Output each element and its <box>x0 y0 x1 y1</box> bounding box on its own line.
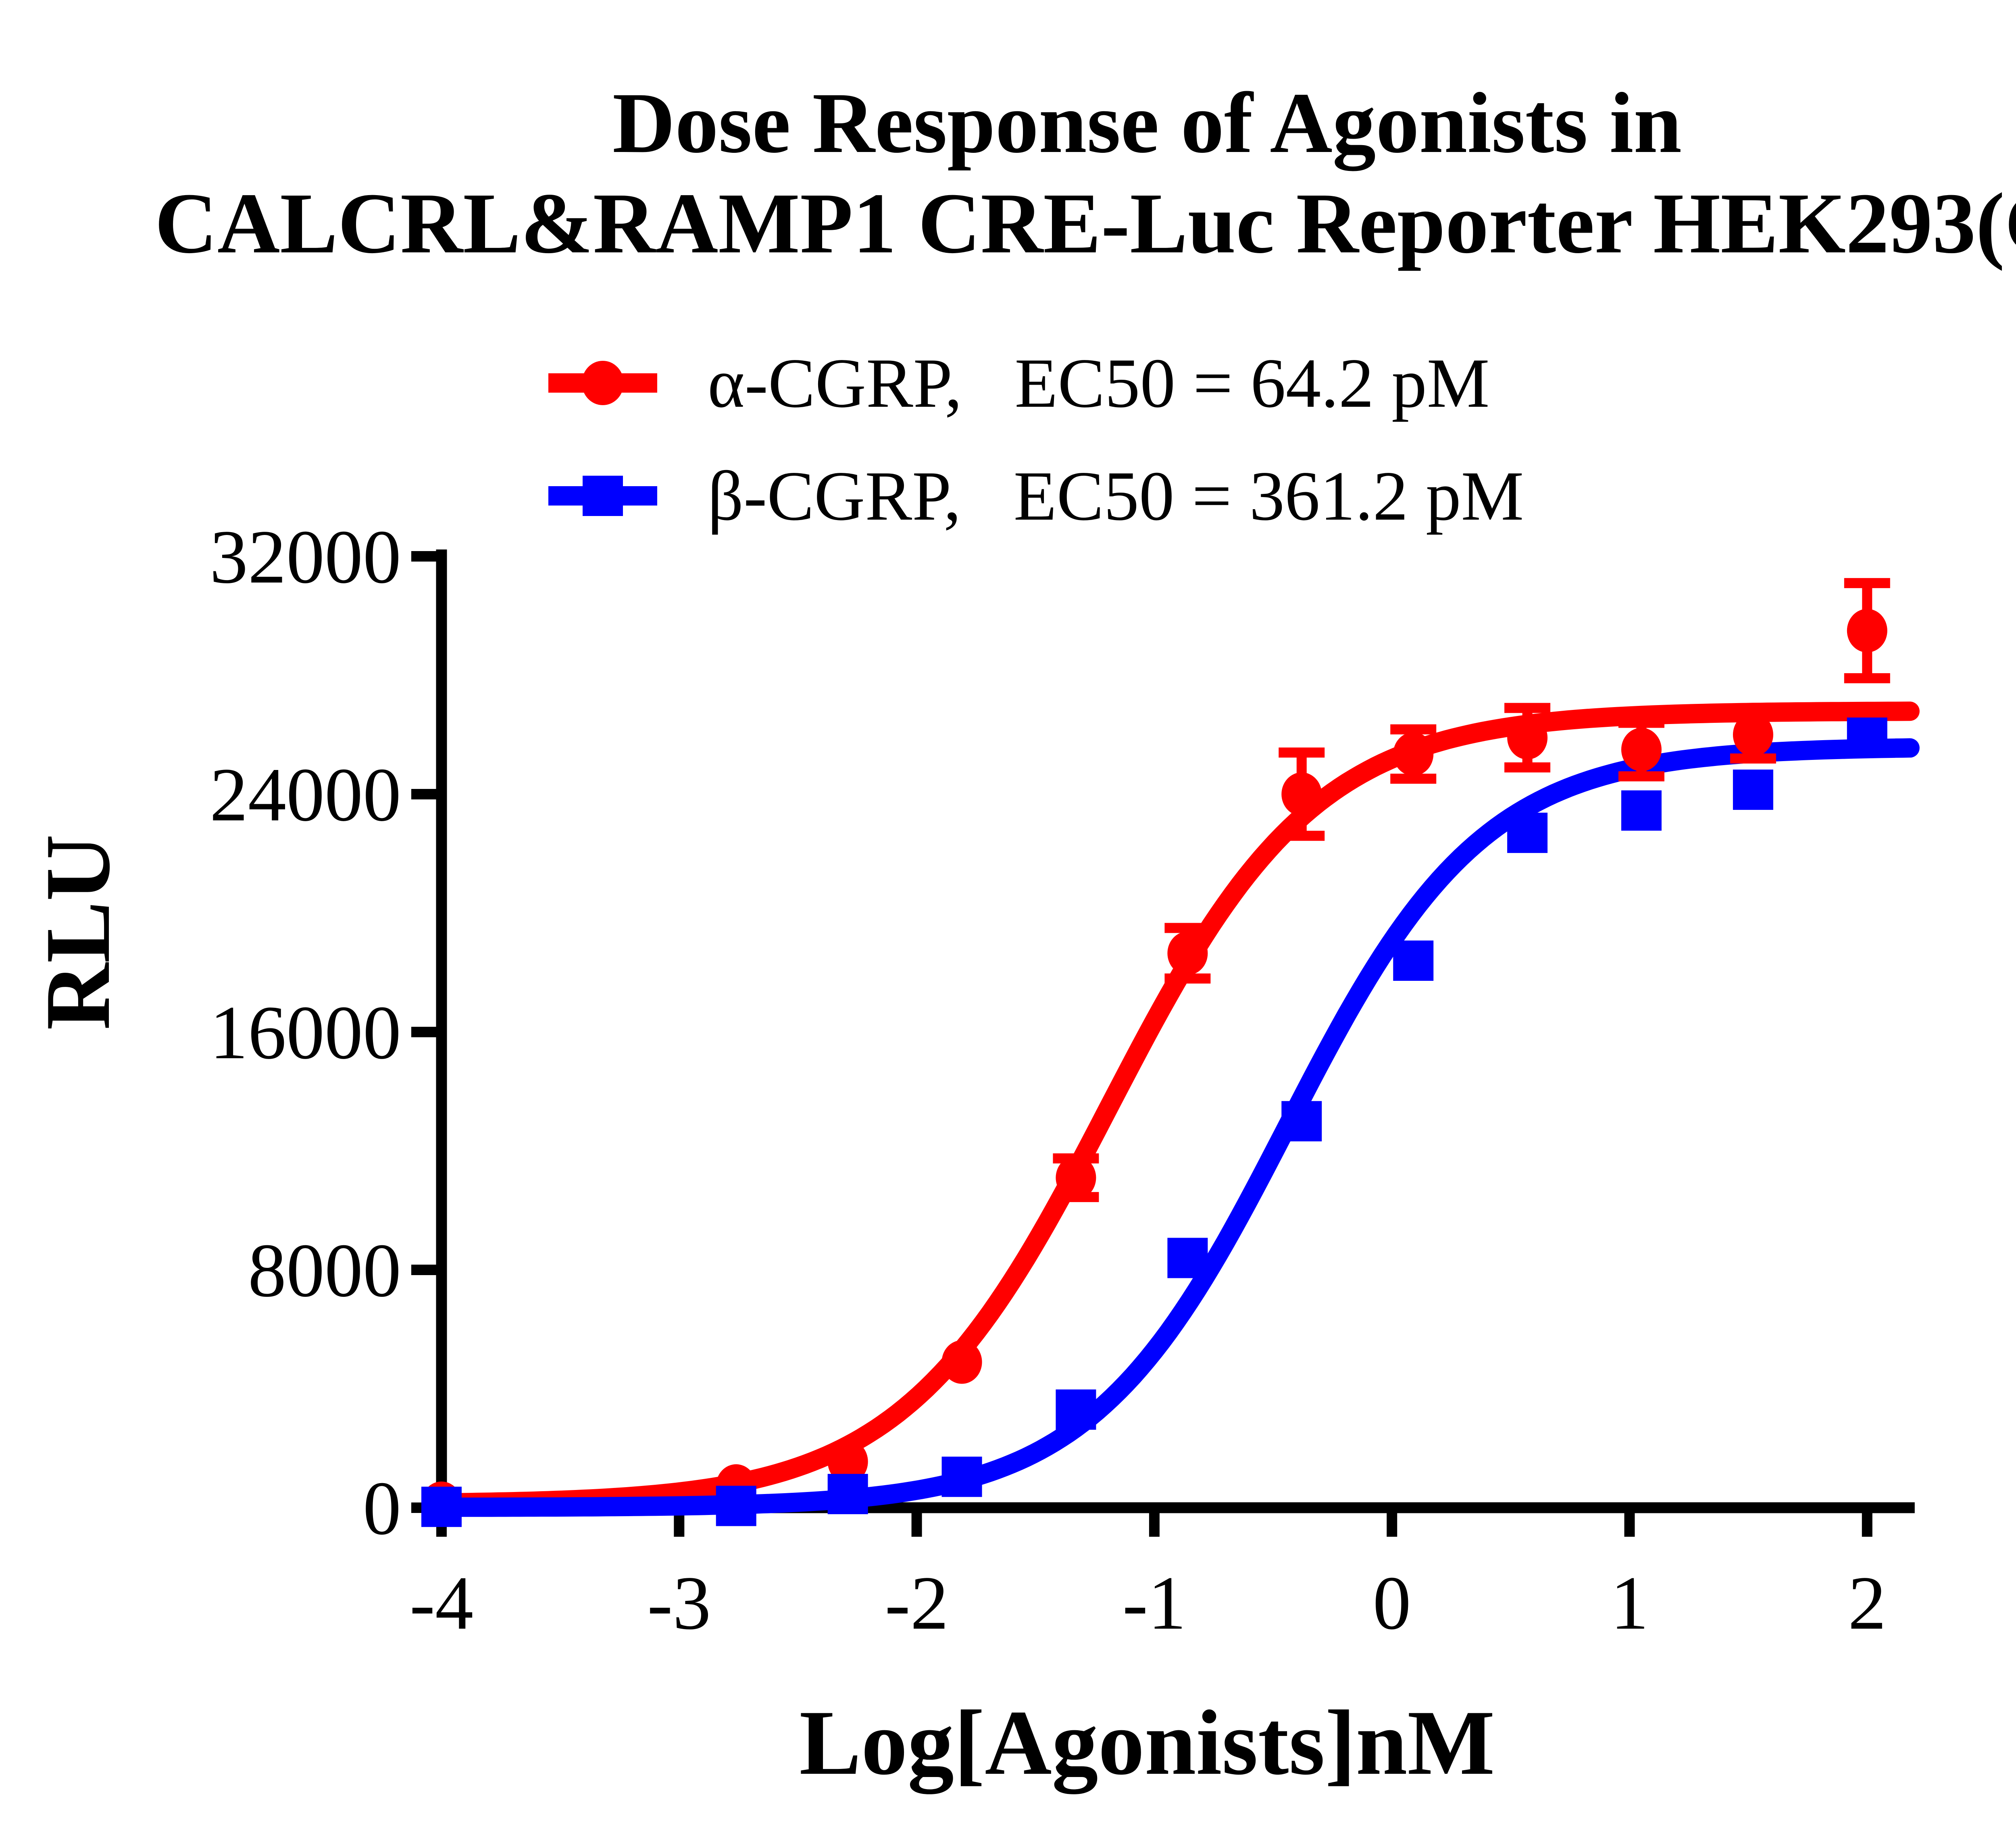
data-point-beta <box>1733 769 1773 810</box>
data-point-beta <box>1621 790 1662 831</box>
chart-title: Dose Response of Agonists in CALCRL&RAMP… <box>0 73 2016 274</box>
data-point-alpha <box>827 1440 868 1484</box>
y-tick-label: 16000 <box>210 990 401 1075</box>
curve-alpha <box>432 701 1920 1513</box>
data-point-alpha <box>1393 732 1434 776</box>
data-point-alpha <box>1281 772 1322 816</box>
data-point-alpha <box>941 1340 982 1384</box>
chart-title-line2: CALCRL&RAMP1 CRE-Luc Reporter HEK293(C1) <box>154 175 2016 272</box>
curve-beta <box>432 738 1920 1517</box>
x-tick-label: -1 <box>1123 1561 1186 1646</box>
data-point-alpha <box>1167 931 1208 975</box>
y-tick-label: 0 <box>363 1466 401 1551</box>
data-point-alpha <box>1621 728 1662 772</box>
chart-title-line1: Dose Response of Agonists in <box>612 75 1682 171</box>
data-point-beta <box>421 1486 462 1527</box>
data-point-beta <box>1167 1238 1208 1278</box>
legend-label-alpha: α-CGRP, <box>708 343 962 422</box>
x-tick-label: -3 <box>647 1561 711 1646</box>
legend-ec50-alpha: EC50 = 64.2 pM <box>1014 343 1490 422</box>
data-point-beta <box>941 1457 982 1497</box>
data-point-beta <box>1393 941 1434 981</box>
data-point-beta <box>1281 1101 1322 1142</box>
legend-ec50-beta: EC50 = 361.2 pM <box>1013 456 1524 535</box>
data-point-alpha <box>1507 716 1548 760</box>
data-point-beta <box>716 1486 756 1526</box>
data-point-alpha <box>1056 1156 1096 1200</box>
data-point-beta <box>1056 1389 1096 1430</box>
y-tick-label: 32000 <box>210 515 401 599</box>
data-point-beta <box>1507 812 1548 853</box>
x-tick-label: -2 <box>885 1561 948 1646</box>
data-point-beta <box>1847 717 1887 758</box>
data-point-alpha <box>1847 609 1887 653</box>
legend-marker-alpha-circle-icon <box>548 361 657 405</box>
legend-label-beta: β-CGRP, <box>708 456 961 535</box>
x-axis-title: Log[Agonists]nM <box>799 1691 1495 1794</box>
x-tick-label: 2 <box>1848 1561 1886 1646</box>
x-tick-label: 1 <box>1610 1561 1649 1646</box>
legend-marker-beta-square-icon <box>548 476 657 516</box>
legend-item-beta-cgrp: β-CGRP, EC50 = 361.2 pM <box>544 452 1524 540</box>
y-tick-label: 8000 <box>248 1228 401 1313</box>
data-point-alpha <box>1733 713 1773 757</box>
x-tick-label: 0 <box>1373 1561 1411 1646</box>
data-point-beta <box>827 1474 868 1515</box>
x-tick-label: -4 <box>410 1561 473 1646</box>
y-tick-label: 24000 <box>210 753 401 837</box>
legend-item-alpha-cgrp: α-CGRP, EC50 = 64.2 pM <box>544 339 1489 427</box>
